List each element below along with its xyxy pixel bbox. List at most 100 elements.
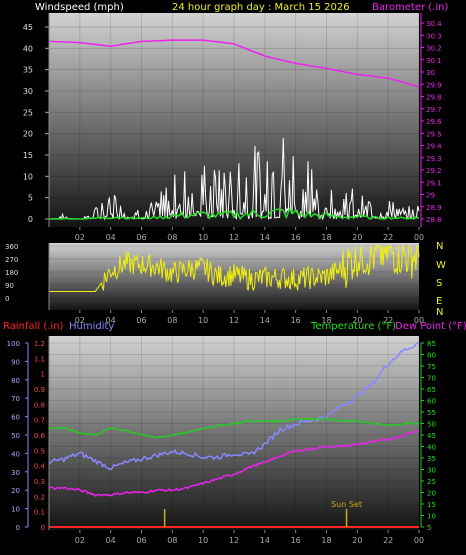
temp-y-tick-label: 5	[427, 524, 431, 532]
wind-x-tick-label: 06	[136, 233, 146, 242]
rain-y-tick-label: 1.1	[34, 355, 45, 363]
barometer-y-tick-label: 29.1	[426, 179, 442, 187]
temp-y-tick-label: 30	[427, 467, 436, 475]
wind-y-tick-label: 5	[28, 194, 33, 203]
temp-panel-background	[49, 336, 419, 530]
dewpoint-label: Dew Point (°F)	[395, 321, 466, 332]
barometer-y-tick-label: 30.4	[426, 20, 442, 28]
humidity-label: Humidity	[69, 321, 114, 332]
wind-y-tick-label: 45	[23, 23, 33, 32]
temp-x-tick-label: 14	[260, 536, 270, 545]
wind-x-tick-label: 04	[106, 233, 116, 242]
wind-y-tick-label: 30	[23, 87, 33, 96]
rain-y-tick-label: 0.7	[34, 417, 45, 425]
temp-y-tick-label: 20	[427, 490, 436, 498]
direction-x-tick-label: 18	[321, 316, 331, 325]
compass-label: E	[436, 296, 442, 307]
wind-direction-line	[49, 244, 420, 292]
rain-y-tick-label: 0.2	[34, 493, 45, 501]
humidity-y-tick-label: 90	[11, 358, 20, 366]
humidity-y-tick-label: 0	[16, 524, 20, 532]
rain-y-tick-label: 1.2	[34, 340, 45, 348]
barometer-y-tick-label: 28.8	[426, 216, 442, 224]
direction-x-tick-label: 00	[414, 316, 424, 325]
temp-x-tick-label: 10	[198, 536, 208, 545]
wind-x-tick-label: 16	[291, 233, 301, 242]
barometer-y-tick-label: 29.3	[426, 155, 442, 163]
temp-x-tick-label: 16	[291, 536, 301, 545]
compass-label: N	[436, 241, 443, 252]
direction-x-tick-label: 22	[383, 316, 393, 325]
direction-y-tick-label: 0	[5, 295, 9, 303]
barometer-label: Barometer (.in)	[372, 2, 448, 13]
wind-x-tick-label: 08	[167, 233, 177, 242]
wind-x-tick-label: 20	[352, 233, 362, 242]
wind-x-tick-label: 18	[321, 233, 331, 242]
wind-average-line	[49, 207, 419, 221]
temp-x-tick-label: 00	[414, 536, 424, 545]
temp-y-tick-label: 65	[427, 386, 436, 394]
direction-x-tick-label: 02	[75, 316, 85, 325]
direction-y-tick-label: 90	[5, 282, 14, 290]
direction-x-tick-label: 12	[229, 316, 239, 325]
humidity-line	[48, 342, 420, 471]
rain-y-tick-label: 0.5	[34, 447, 45, 455]
direction-x-tick-label: 06	[136, 316, 146, 325]
wind-x-tick-label: 22	[383, 233, 393, 242]
temperature-line	[48, 417, 420, 439]
barometer-y-tick-label: 30.1	[426, 57, 442, 65]
barometer-y-tick-label: 30.3	[426, 32, 442, 40]
temp-x-tick-label: 12	[229, 536, 239, 545]
temp-y-tick-label: 70	[427, 375, 436, 383]
temp-y-tick-label: 75	[427, 363, 436, 371]
temp-y-tick-label: 45	[427, 432, 436, 440]
barometer-y-tick-label: 30	[426, 69, 435, 77]
barometer-y-tick-label: 29.5	[426, 130, 442, 138]
humidity-y-tick-label: 20	[11, 487, 20, 495]
barometer-y-tick-label: 29.8	[426, 94, 442, 102]
humidity-y-tick-label: 60	[11, 414, 20, 422]
barometer-y-tick-label: 29.2	[426, 167, 442, 175]
temp-x-tick-label: 18	[321, 536, 331, 545]
temp-x-tick-label: 22	[383, 536, 393, 545]
humidity-y-tick-label: 10	[11, 506, 20, 514]
temp-y-tick-label: 85	[427, 340, 436, 348]
temp-x-tick-label: 08	[167, 536, 177, 545]
barometer-y-tick-label: 29	[426, 192, 435, 200]
temp-y-tick-label: 35	[427, 455, 436, 463]
temp-x-tick-label: 02	[75, 536, 85, 545]
direction-x-tick-label: 04	[106, 316, 116, 325]
direction-x-tick-label: 14	[260, 316, 270, 325]
rain-y-tick-label: 0.6	[34, 432, 46, 440]
wind-x-tick-label: 00	[414, 233, 424, 242]
barometer-line	[48, 39, 420, 88]
temp-y-tick-label: 25	[427, 478, 436, 486]
direction-y-tick-label: 270	[5, 256, 18, 264]
direction-x-tick-label: 16	[291, 316, 301, 325]
wind-panel-background	[49, 13, 419, 227]
temp-y-tick-label: 15	[427, 501, 436, 509]
compass-label: N	[436, 307, 443, 318]
graph-title: 24 hour graph day : March 15 2026	[172, 2, 350, 13]
dewpoint-line	[48, 430, 420, 497]
barometer-y-tick-label: 30.2	[426, 45, 442, 53]
temp-y-tick-label: 10	[427, 513, 436, 521]
humidity-y-tick-label: 40	[11, 450, 20, 458]
direction-y-tick-label: 180	[5, 269, 18, 277]
temperature-label: Temperature (°F)	[310, 321, 396, 332]
windspeed-label: Windspeed (mph)	[35, 2, 124, 13]
sunset-annotation: Sun Set	[331, 500, 362, 509]
humidity-y-tick-label: 70	[11, 395, 20, 403]
direction-x-tick-label: 08	[167, 316, 177, 325]
humidity-y-tick-label: 50	[11, 432, 20, 440]
temp-x-tick-label: 04	[106, 536, 116, 545]
rainfall-label: Rainfall (.in)	[3, 321, 64, 332]
wind-x-tick-label: 12	[229, 233, 239, 242]
rain-y-tick-label: 0.3	[34, 478, 45, 486]
temp-y-tick-label: 50	[427, 421, 436, 429]
humidity-y-tick-label: 100	[7, 340, 20, 348]
barometer-y-tick-label: 29.6	[426, 118, 442, 126]
wind-y-tick-label: 20	[23, 130, 33, 139]
compass-label: S	[436, 278, 442, 289]
wind-y-tick-label: 35	[23, 66, 33, 75]
